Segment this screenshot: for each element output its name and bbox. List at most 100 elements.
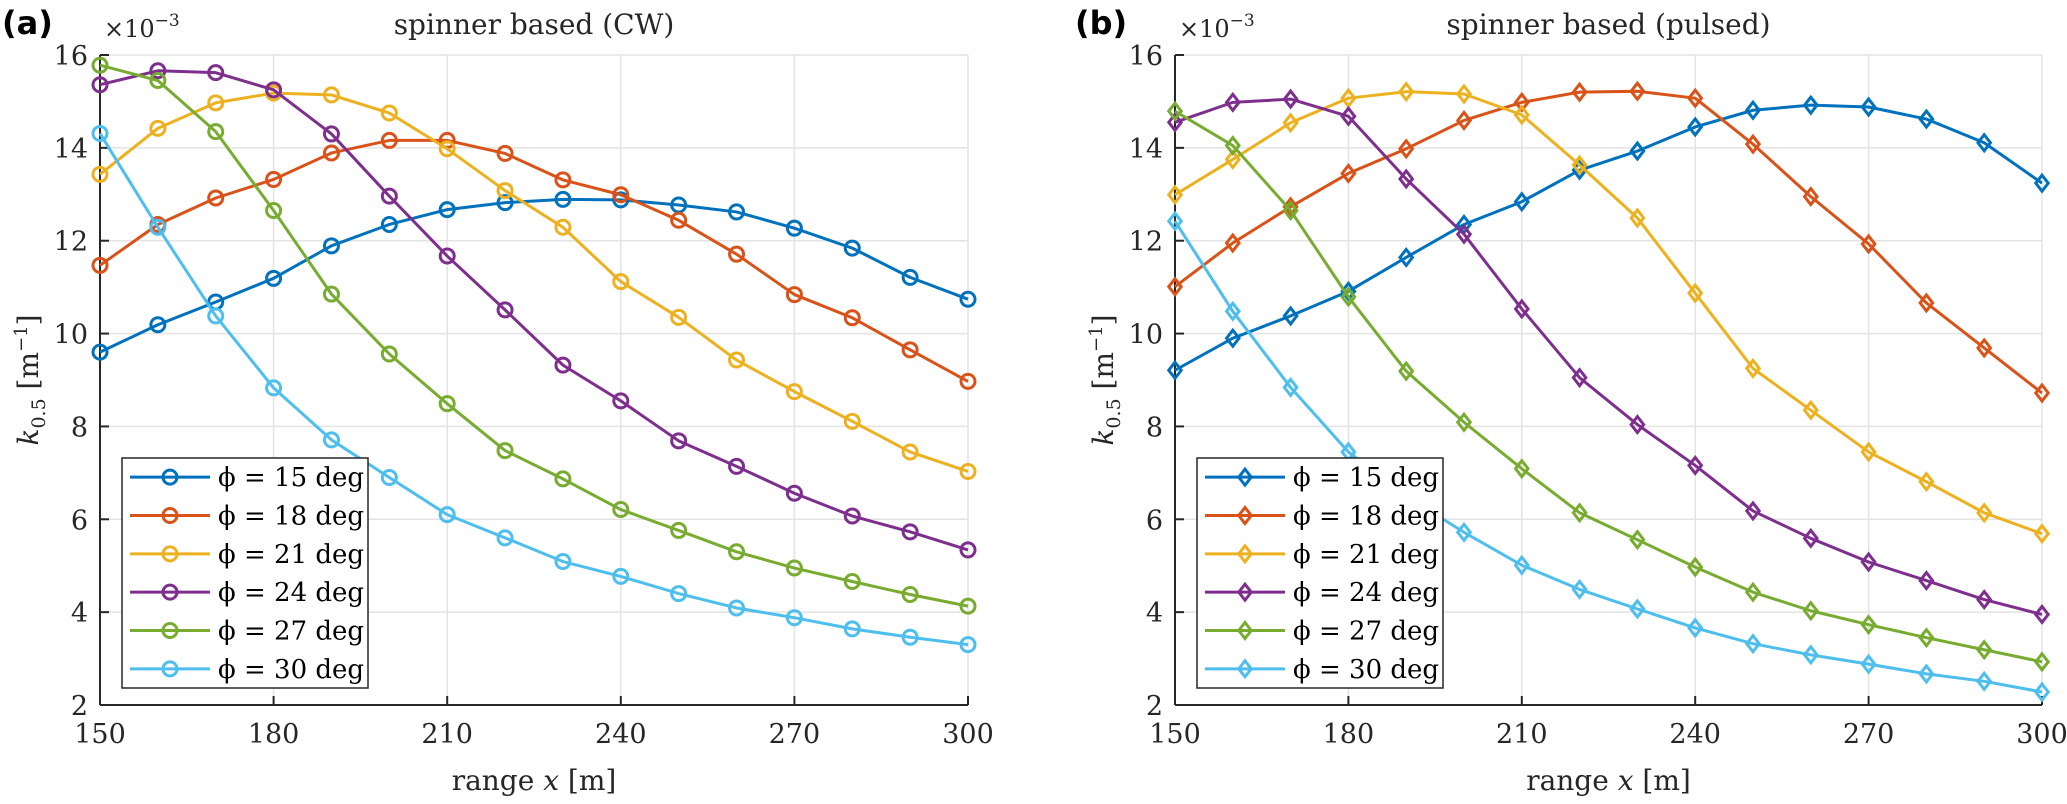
data-point [1918, 570, 1935, 592]
legend-swatch-marker [1236, 543, 1254, 565]
x-tick-label: 180 [248, 719, 300, 750]
y-tick-label: 10 [54, 320, 88, 351]
data-point [959, 597, 977, 615]
legend-label: ϕ = 30 deg [1293, 655, 1439, 685]
panel-label: (a) [2, 4, 53, 42]
data-point [612, 186, 630, 204]
y-tick-label: 2 [71, 691, 88, 722]
x-axis-label: range x [m] [1526, 764, 1691, 797]
data-point [496, 144, 514, 162]
data-point [1224, 135, 1241, 156]
data-point [1860, 614, 1877, 636]
data-point [1687, 87, 1704, 109]
legend-label: ϕ = 18 deg [218, 502, 364, 532]
data-point [554, 470, 572, 488]
data-point [612, 567, 630, 585]
legend-label: ϕ = 21 deg [218, 540, 364, 570]
y-tick-label: 4 [71, 598, 88, 629]
data-point [149, 72, 167, 90]
series-line [1174, 89, 2043, 395]
data-point [901, 443, 919, 461]
legend-item: ϕ = 27 deg [130, 617, 364, 647]
series-3 [91, 84, 977, 480]
data-point [1224, 300, 1241, 322]
data-point [438, 201, 456, 219]
data-point [1166, 276, 1184, 298]
data-point [1802, 186, 1819, 208]
data-point [91, 124, 109, 142]
x-axis-label: range x [m] [452, 764, 617, 797]
data-point [265, 81, 283, 99]
data-point [1513, 554, 1530, 576]
data-point [1629, 414, 1646, 436]
y-tick-label: 6 [71, 505, 88, 536]
x-tick-label: 150 [74, 719, 126, 750]
y-tick-label: 8 [1146, 412, 1163, 443]
data-point [1976, 639, 1993, 661]
data-point [1918, 627, 1935, 649]
data-point [1571, 154, 1588, 176]
data-point [843, 507, 861, 525]
y-tick-label: 14 [54, 134, 88, 165]
data-point [1455, 411, 1473, 433]
data-point [1513, 458, 1530, 480]
data-point [1860, 441, 1877, 463]
data-point [554, 553, 572, 571]
data-point [1629, 529, 1646, 551]
series-line [99, 63, 969, 608]
data-point [496, 529, 514, 547]
data-point [612, 392, 630, 410]
data-point [1860, 551, 1877, 573]
data-point [1513, 91, 1530, 113]
data-point [1166, 111, 1184, 133]
data-point [322, 86, 340, 104]
legend-box [1196, 457, 1444, 689]
data-point [1571, 578, 1588, 600]
legend-label: ϕ = 27 deg [1293, 617, 1439, 647]
data-point [785, 559, 803, 577]
data-point [2033, 681, 2051, 703]
data-point [1976, 337, 1993, 359]
data-point [322, 431, 340, 449]
data-point [1398, 360, 1415, 382]
x-tick-label: 210 [421, 719, 473, 750]
data-point [785, 484, 803, 502]
data-point [1282, 200, 1299, 221]
legend-label: ϕ = 15 deg [218, 463, 364, 493]
y-axis-multiplier: ×10−3 [1179, 11, 1255, 43]
x-tick-label: 210 [1496, 719, 1548, 750]
data-point [149, 218, 167, 236]
data-point [1687, 282, 1704, 304]
data-point [1282, 376, 1299, 398]
data-point [728, 599, 746, 617]
series-5 [1166, 100, 2051, 673]
data-point [1282, 112, 1299, 134]
data-point [322, 285, 340, 303]
series-6 [1166, 210, 2051, 703]
series-2 [1166, 80, 2051, 404]
x-tick-label: 240 [1669, 719, 1721, 750]
data-point [1571, 81, 1588, 103]
y-axis-label: k0.5 [m−1] [1086, 314, 1125, 445]
series-4 [1166, 88, 2051, 625]
data-point [554, 190, 572, 208]
series-3 [1166, 81, 2051, 545]
x-tick-label: 300 [2016, 719, 2067, 750]
legend-item: ϕ = 21 deg [130, 540, 364, 570]
data-point [265, 170, 283, 188]
data-point [1629, 80, 1646, 102]
data-point [1918, 471, 1935, 493]
legend-swatch-marker [161, 468, 179, 486]
legend-swatch-marker [1236, 466, 1254, 488]
data-point [207, 189, 225, 207]
data-point [901, 268, 919, 286]
y-tick-label: 12 [1129, 227, 1163, 258]
data-point [1744, 633, 1762, 655]
data-point [843, 309, 861, 327]
data-point [149, 62, 167, 80]
data-point [901, 586, 919, 603]
panel-label: (b) [1075, 4, 1127, 42]
data-point [496, 442, 514, 460]
data-point [1455, 521, 1473, 543]
data-point [496, 182, 514, 200]
